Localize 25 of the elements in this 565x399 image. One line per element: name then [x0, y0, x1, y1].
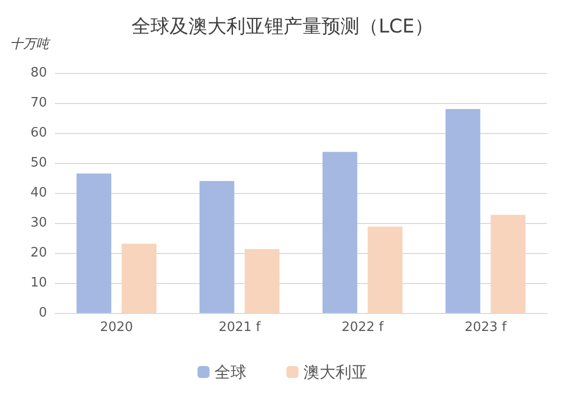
y-tick-label: 10 — [30, 276, 47, 290]
x-tick-label: 2021 f — [218, 320, 261, 335]
x-tick-label: 2023 f — [464, 320, 507, 335]
chart-title: 全球及澳大利亚锂产量预测（LCE） — [132, 16, 434, 38]
bar — [446, 109, 480, 313]
bar — [244, 249, 280, 313]
y-tick-label: 40 — [30, 186, 47, 200]
y-tick-label: 60 — [30, 126, 47, 140]
y-tick-label: 50 — [30, 156, 47, 170]
bar — [368, 226, 402, 313]
bar — [200, 181, 234, 313]
y-tick-label: 70 — [30, 96, 47, 110]
legend-label: 全球 — [214, 362, 246, 382]
bar — [122, 244, 156, 313]
y-tick-label: 20 — [30, 246, 47, 260]
bar — [322, 152, 358, 313]
y-tick-label: 80 — [30, 66, 47, 80]
x-tick-label: 2020 — [100, 320, 134, 335]
legend-label: 澳大利亚 — [304, 362, 368, 382]
x-tick-label: 2022 f — [342, 320, 384, 335]
bar — [490, 214, 526, 313]
y-tick-label: 0 — [38, 306, 47, 320]
bar — [76, 174, 112, 313]
y-tick-label: 30 — [30, 216, 47, 230]
y-axis-title: 十万吨 — [10, 37, 51, 52]
